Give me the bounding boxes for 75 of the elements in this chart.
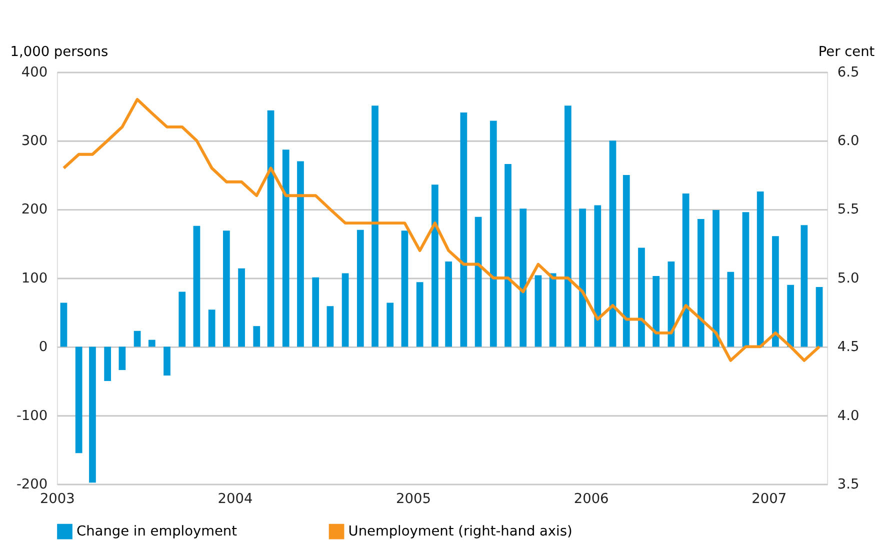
bar	[787, 284, 794, 347]
x-tick-label: 2003	[40, 491, 75, 508]
bar	[727, 272, 734, 347]
bar	[267, 110, 274, 347]
y-tick-label: 100	[21, 270, 48, 286]
bar	[594, 205, 602, 347]
bar	[401, 230, 408, 347]
y2-tick-label: 5.5	[837, 202, 860, 218]
y-tick-label: 200	[21, 202, 48, 218]
bar	[193, 226, 200, 347]
bar	[460, 112, 468, 347]
bar	[372, 106, 378, 347]
bar	[238, 268, 245, 347]
y2-tick-label: 3.5	[837, 476, 860, 492]
bar	[638, 248, 645, 347]
bar	[253, 326, 260, 347]
bar	[89, 346, 96, 483]
bar	[504, 164, 512, 347]
y-tick-label: -100	[16, 408, 48, 424]
bar	[104, 346, 112, 382]
bar	[148, 340, 156, 347]
bar	[622, 174, 630, 347]
bar	[564, 106, 572, 347]
bar	[386, 302, 394, 347]
line-series	[62, 98, 821, 362]
y2-axis-title: Per cent	[818, 44, 876, 60]
y2-tick-label: 5.0	[837, 270, 860, 286]
y-tick-label: 300	[21, 133, 48, 150]
y-tick-label: 0	[38, 339, 48, 356]
y2-tick-label: 4.5	[837, 339, 860, 356]
bar	[697, 218, 704, 347]
bar	[164, 346, 170, 376]
bar	[312, 277, 320, 347]
bar	[682, 194, 690, 347]
bar	[75, 346, 82, 454]
bar	[816, 286, 823, 347]
x-tick-label: 2004	[218, 491, 253, 508]
x-tick-label: 2006	[574, 491, 609, 508]
y2-tick-label: 6.0	[837, 133, 860, 150]
bar	[800, 225, 808, 347]
bar	[223, 230, 230, 347]
bar	[652, 276, 660, 347]
x-tick-label: 2005	[396, 491, 431, 508]
bar	[178, 292, 186, 347]
y2-tick-label: 4.0	[837, 408, 860, 424]
bar	[208, 310, 216, 347]
bar	[342, 273, 349, 347]
bar	[432, 184, 438, 347]
bar	[756, 191, 764, 347]
bar	[742, 212, 750, 347]
bar	[356, 230, 364, 347]
bar	[579, 208, 586, 347]
y-axis-title: 1,000 persons	[10, 44, 108, 60]
legend-label: Change in employment	[76, 524, 238, 540]
bar	[534, 275, 542, 347]
bar	[326, 306, 334, 347]
bar	[609, 140, 616, 347]
y-tick-label: -200	[16, 476, 48, 492]
bar	[474, 216, 482, 347]
legend-label: Unemployment (right-hand axis)	[348, 524, 572, 540]
bar	[549, 273, 556, 347]
bar	[297, 161, 304, 347]
bar	[134, 330, 141, 347]
bar	[445, 262, 452, 347]
bar	[118, 346, 126, 370]
bar	[490, 120, 497, 347]
bar	[416, 282, 424, 347]
x-tick-label: 2007	[752, 491, 787, 508]
bar	[60, 302, 68, 347]
bar	[772, 236, 779, 347]
bar	[282, 150, 290, 347]
bar	[712, 210, 720, 347]
bar	[520, 208, 527, 347]
y-tick-label: 400	[21, 64, 48, 80]
y2-tick-label: 6.5	[837, 64, 860, 80]
